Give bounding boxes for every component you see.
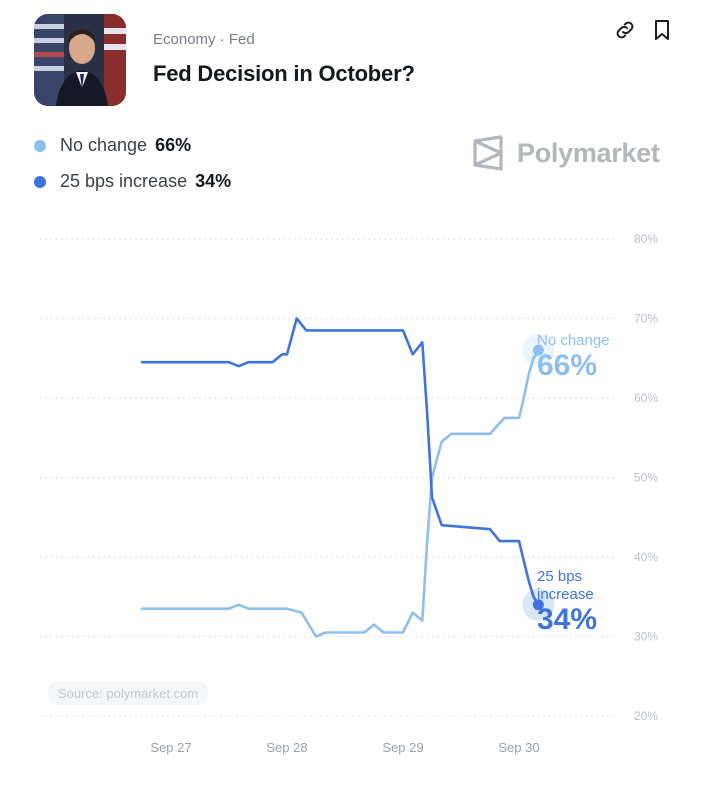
end-label-name: No change	[537, 332, 610, 349]
polymarket-logo-icon	[473, 135, 503, 171]
legend-item-no-change: No change 66%	[34, 135, 191, 156]
y-tick-label: 50%	[634, 471, 658, 485]
x-tick-label: Sep 29	[382, 740, 423, 755]
link-icon[interactable]	[613, 18, 637, 42]
legend-dot	[34, 139, 46, 152]
series-end-point	[532, 599, 544, 611]
legend-label: 25 bps increase	[60, 171, 188, 191]
legend-label: No change	[60, 135, 148, 155]
series-line	[140, 349, 540, 638]
x-tick-label: Sep 30	[498, 740, 539, 755]
end-label-increase: 25 bps increase 34%	[537, 568, 597, 636]
breadcrumb[interactable]: Economy · Fed	[153, 31, 255, 48]
end-label-name: increase	[537, 586, 594, 603]
y-tick-label: 20%	[634, 709, 658, 723]
x-tick-label: Sep 28	[266, 740, 307, 755]
end-label-value: 34%	[537, 603, 598, 636]
legend-value: 34%	[195, 171, 232, 191]
brand-name: Polymarket	[517, 137, 660, 168]
market-thumbnail	[34, 14, 126, 106]
polymarket-logo: Polymarket	[471, 135, 660, 171]
y-tick-label: 30%	[634, 630, 658, 644]
y-tick-label: 70%	[634, 312, 658, 326]
source-label: Source: polymarket.com	[48, 682, 209, 705]
legend-item-25bps-increase: 25 bps increase 34%	[34, 171, 231, 192]
y-tick-label: 40%	[634, 550, 658, 564]
end-label-name: 25 bps	[537, 568, 583, 585]
y-tick-label: 60%	[634, 391, 658, 405]
end-label-value: 66%	[537, 349, 598, 382]
series-line	[140, 317, 540, 606]
legend-dot	[34, 175, 46, 188]
y-tick-label: 80%	[634, 232, 658, 246]
bookmark-icon[interactable]	[650, 18, 674, 42]
page-title: Fed Decision in October?	[153, 61, 415, 86]
end-label-no-change: No change 66%	[537, 332, 610, 382]
legend-value: 66%	[155, 135, 192, 155]
series-end-point	[532, 344, 544, 356]
x-tick-label: Sep 27	[150, 740, 191, 755]
